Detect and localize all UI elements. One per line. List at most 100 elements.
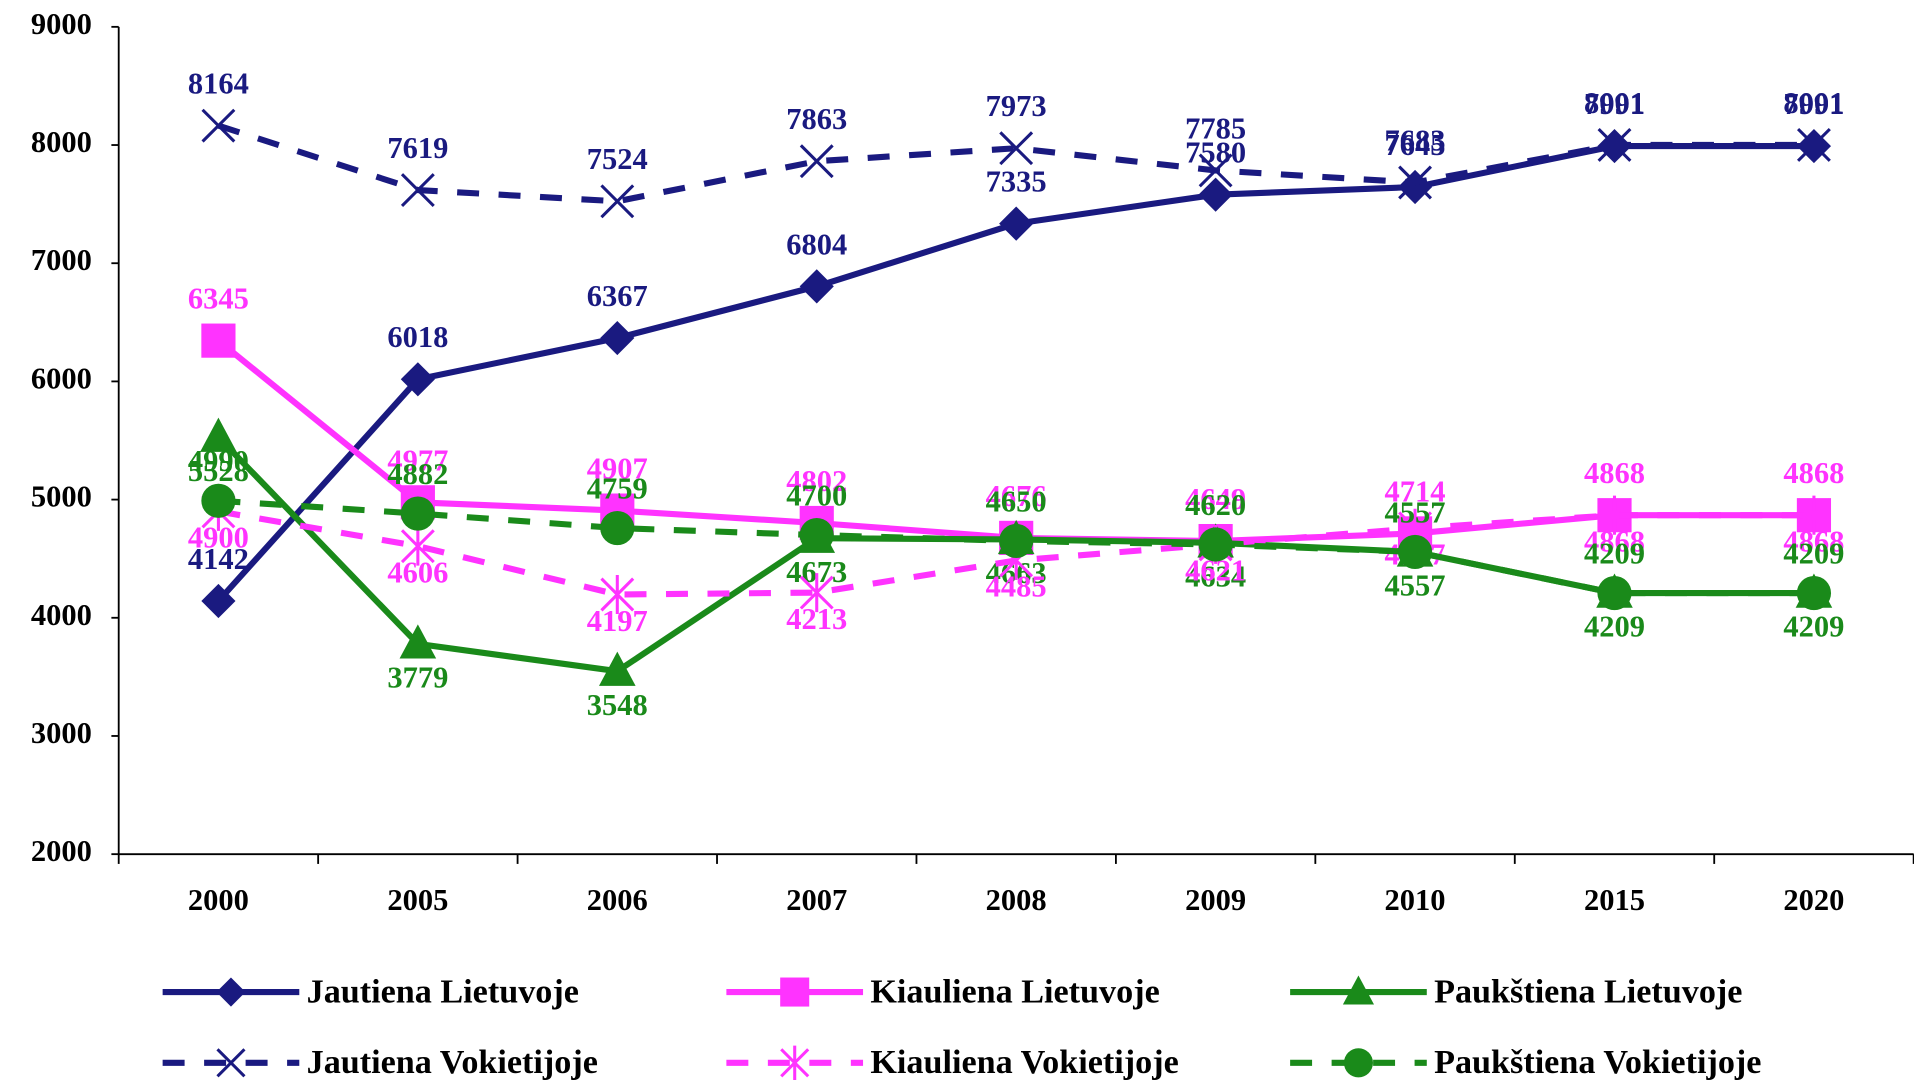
data-label: 7619	[387, 131, 448, 165]
legend-label: Kiauliena Vokietijoje	[870, 1044, 1178, 1081]
x-tick-label: 2006	[587, 883, 648, 917]
marker	[600, 510, 635, 546]
marker	[799, 269, 834, 304]
x-tick-label: 2010	[1385, 883, 1446, 917]
marker	[999, 131, 1034, 166]
marker	[216, 1048, 246, 1078]
marker	[1796, 495, 1831, 535]
x-tick-label: 2020	[1783, 883, 1844, 917]
marker	[598, 651, 636, 686]
data-label: 5528	[188, 454, 249, 488]
marker	[201, 323, 236, 358]
data-label: 7863	[786, 102, 847, 136]
marker	[1796, 127, 1831, 162]
legend-label: Paukštiena Vokietijoje	[1434, 1044, 1761, 1081]
marker	[1198, 527, 1233, 562]
marker	[1397, 169, 1433, 205]
data-label: 3779	[387, 661, 448, 695]
data-label: 4802	[786, 464, 847, 498]
marker	[1343, 1048, 1373, 1078]
y-tick-label: 7000	[31, 243, 92, 277]
data-label: 4900	[188, 521, 249, 555]
data-label: 4197	[587, 604, 648, 638]
data-label: 4649	[1185, 482, 1246, 516]
y-tick-label: 3000	[31, 716, 92, 750]
marker	[600, 184, 635, 219]
marker	[400, 526, 435, 566]
y-tick-label: 9000	[31, 7, 92, 41]
x-tick-label: 2008	[986, 883, 1047, 917]
data-label: 4209	[1584, 536, 1645, 570]
marker	[999, 523, 1034, 559]
marker	[600, 574, 635, 615]
y-tick-label: 4000	[31, 598, 92, 632]
series-line	[217, 122, 1814, 205]
data-label: 8001	[1584, 86, 1645, 120]
marker	[780, 1045, 810, 1080]
data-label: 4977	[387, 443, 448, 477]
data-label: 4868	[1783, 524, 1844, 558]
marker	[1398, 165, 1433, 200]
x-tick-label: 2009	[1185, 883, 1246, 917]
data-label: 4676	[986, 479, 1047, 513]
data-label: 4209	[1783, 536, 1844, 570]
data-label: 6367	[587, 279, 648, 313]
data-label: 7785	[1185, 111, 1246, 145]
data-label: 4209	[1783, 610, 1844, 644]
data-label: 4557	[1385, 495, 1446, 529]
marker	[1397, 534, 1433, 570]
marker	[799, 144, 834, 179]
marker	[1198, 177, 1233, 212]
data-label: 4634	[1185, 559, 1246, 593]
data-label: 7580	[1185, 136, 1246, 170]
x-tick-label: 2000	[188, 883, 249, 917]
data-label: 7991	[1584, 87, 1645, 121]
y-tick-label: 2000	[31, 834, 92, 868]
marker	[600, 320, 635, 356]
data-label: 8001	[1783, 86, 1844, 120]
marker	[1342, 975, 1375, 1005]
marker	[201, 108, 236, 143]
data-label: 4606	[387, 555, 448, 589]
marker	[201, 583, 236, 619]
x-tick-label: 2005	[387, 883, 448, 917]
y-tick-label: 5000	[31, 480, 92, 514]
x-tick-label: 2015	[1584, 883, 1645, 917]
data-label: 4882	[387, 457, 448, 491]
marker	[999, 206, 1034, 241]
data-label: 4907	[587, 452, 648, 486]
data-label: 6018	[387, 320, 448, 354]
data-label: 7335	[986, 165, 1047, 199]
data-label: 4142	[188, 542, 249, 576]
data-label: 6804	[786, 227, 847, 261]
data-label: 4868	[1584, 456, 1645, 490]
marker	[400, 362, 435, 397]
data-label: 7524	[587, 142, 648, 176]
x-tick-label: 2007	[786, 883, 847, 917]
marker	[1796, 575, 1832, 611]
y-tick-label: 8000	[31, 125, 92, 159]
data-label: 4990	[188, 444, 249, 478]
marker	[216, 977, 246, 1007]
marker	[799, 573, 834, 613]
legend-label: Jautiena Lietuvoje	[307, 973, 579, 1010]
data-label: 4485	[986, 570, 1047, 604]
marker	[1597, 127, 1632, 162]
data-label: 6345	[188, 282, 249, 316]
data-label: 4650	[986, 484, 1047, 518]
data-label: 4868	[1584, 524, 1645, 558]
marker	[1597, 575, 1632, 611]
data-label: 7683	[1385, 123, 1446, 157]
marker	[400, 173, 435, 208]
legend-label: Kiauliena Lietuvoje	[870, 973, 1159, 1010]
data-label: 4868	[1783, 456, 1844, 490]
data-label: 7645	[1385, 128, 1446, 162]
legend-label: Jautiena Vokietijoje	[307, 1044, 598, 1081]
data-label: 4620	[1185, 488, 1246, 522]
marker	[200, 417, 237, 452]
data-label: 4759	[587, 471, 648, 505]
data-label: 4213	[786, 602, 847, 636]
legend-label: Paukštiena Lietuvoje	[1434, 973, 1742, 1010]
marker	[400, 496, 435, 531]
